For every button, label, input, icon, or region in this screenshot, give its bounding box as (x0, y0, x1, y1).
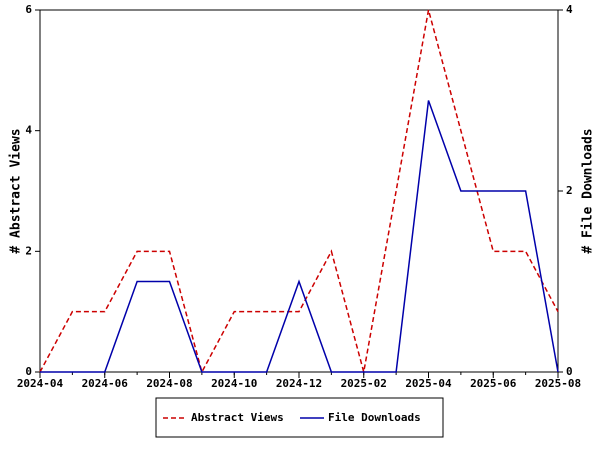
legend (155, 397, 444, 438)
x-tick-label: 2025-08 (535, 377, 581, 390)
y2-tick-label: 2 (566, 184, 573, 197)
y-axis-label: # Abstract Views (9, 128, 24, 253)
legend-label: Abstract Views (191, 411, 284, 424)
x-tick-label: 2025-06 (470, 377, 517, 390)
x-tick-label: 2024-04 (17, 377, 64, 390)
y2-tick-label: 4 (566, 3, 573, 16)
x-tick-label: 2025-04 (405, 377, 452, 390)
series-line (39, 9, 559, 375)
legend-label: File Downloads (328, 411, 421, 424)
y2-axis-label: # File Downloads (581, 128, 596, 253)
x-tick-label: 2025-02 (341, 377, 387, 390)
y-tick-label: 0 (25, 365, 32, 378)
y-tick-label: 4 (25, 124, 32, 137)
y-tick-label: 2 (25, 244, 32, 257)
series-line (40, 100, 559, 373)
y2-tick-label: 0 (566, 365, 573, 378)
y-tick-label: 6 (25, 3, 32, 16)
x-tick-label: 2024-06 (82, 377, 129, 390)
x-tick-label: 2024-10 (211, 377, 257, 390)
x-tick-label: 2024-12 (276, 377, 322, 390)
x-tick-label: 2024-08 (146, 377, 192, 390)
